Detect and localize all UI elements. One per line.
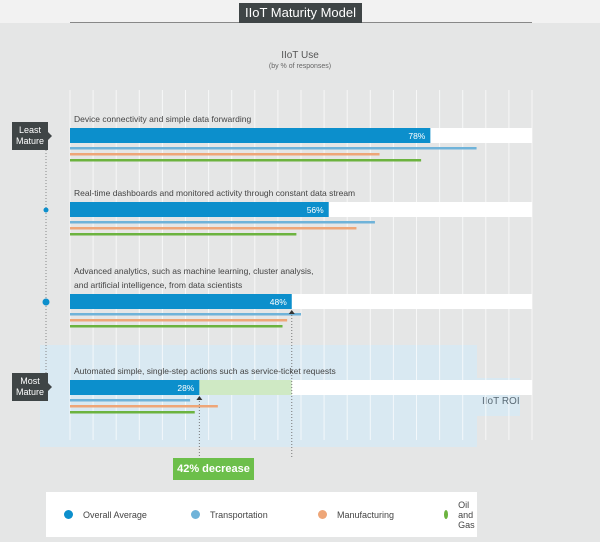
timeline-dot xyxy=(42,298,50,306)
legend-item: Transportation xyxy=(191,510,268,520)
bar-manufacturing xyxy=(70,405,218,408)
decrease-badge: 42% decrease xyxy=(173,458,254,480)
legend-item: Oil and Gas xyxy=(444,500,480,530)
chart-subtitle: (by % of responses) xyxy=(268,63,332,70)
legend-swatch xyxy=(444,510,449,519)
decrease-gap xyxy=(199,380,292,395)
bar-oil-and-gas xyxy=(70,411,195,414)
row-label: Device connectivity and simple data forw… xyxy=(74,114,252,124)
bar-overall-average xyxy=(70,128,431,143)
bar-manufacturing xyxy=(70,227,357,230)
bar-transportation xyxy=(70,313,301,316)
timeline-dot xyxy=(43,207,49,213)
row-label: Real-time dashboards and monitored activ… xyxy=(74,188,356,198)
bar-value-label: 78% xyxy=(408,131,425,141)
bar-transportation xyxy=(70,147,477,150)
most-mature-tag: Most Mature xyxy=(12,373,52,401)
legend-swatch xyxy=(318,510,327,519)
legend-swatch xyxy=(64,510,73,519)
bar-oil-and-gas xyxy=(70,159,422,162)
bar-transportation xyxy=(70,221,375,224)
legend-swatch xyxy=(191,510,200,519)
legend: Overall Average Transportation Manufactu… xyxy=(46,492,477,537)
bar-transportation xyxy=(70,399,191,402)
bar-overall-average xyxy=(70,380,200,395)
row-label: and artificial intelligence, from data s… xyxy=(74,280,243,290)
bar-oil-and-gas xyxy=(70,325,283,328)
least-mature-tag: Least Mature xyxy=(12,122,52,150)
legend-item: Manufacturing xyxy=(318,510,394,520)
legend-label: Oil and Gas xyxy=(458,499,475,530)
bar-value-label: 56% xyxy=(307,205,324,215)
legend-label: Transportation xyxy=(210,509,268,520)
bar-manufacturing xyxy=(70,153,380,156)
marker-arrow xyxy=(196,396,203,400)
chart-title: IIoT Use xyxy=(281,50,319,61)
legend-item: Overall Average xyxy=(64,510,147,520)
marker-arrow xyxy=(288,310,295,314)
page-title: IIoT Maturity Model xyxy=(239,3,362,23)
bar-oil-and-gas xyxy=(70,233,297,236)
legend-label: Manufacturing xyxy=(337,509,395,520)
bar-value-label: 28% xyxy=(177,383,194,393)
bar-manufacturing xyxy=(70,319,288,322)
bar-overall-average xyxy=(70,202,329,217)
bar-overall-average xyxy=(70,294,292,309)
most-mature-highlight xyxy=(40,345,477,447)
legend-label: Overall Average xyxy=(83,509,147,520)
row-label: Advanced analytics, such as machine lear… xyxy=(74,266,314,276)
row-label: Automated simple, single-step actions su… xyxy=(74,366,336,376)
bar-value-label: 48% xyxy=(270,297,287,307)
